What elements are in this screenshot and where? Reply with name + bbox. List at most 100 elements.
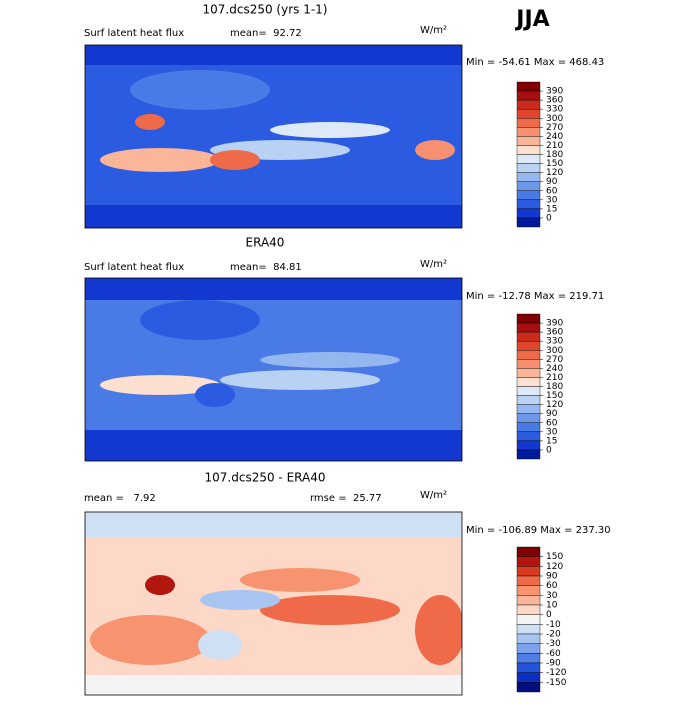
colorbar-label: 90 — [546, 572, 558, 582]
colorbar-box — [516, 556, 541, 567]
colorbar-label: 30 — [546, 591, 558, 601]
colorbar-box — [516, 154, 541, 164]
colorbar-label: 10 — [546, 601, 558, 611]
colorbar-box — [516, 377, 541, 387]
colorbar-box — [516, 614, 541, 625]
colorbar-label: 15 — [546, 204, 557, 214]
colorbar-box — [516, 440, 541, 451]
colorbar-box — [516, 81, 541, 92]
colorbar-label: -10 — [546, 620, 561, 630]
colorbar-label: 210 — [546, 373, 563, 383]
map-panel-3 — [85, 512, 462, 695]
colorbar-label: -20 — [546, 630, 561, 640]
colorbar-box — [516, 395, 541, 405]
mean-stat: mean = 7.92 — [84, 493, 156, 504]
colorbar-label: -30 — [546, 639, 561, 649]
colorbar-box — [516, 449, 541, 460]
colorbar-box — [516, 546, 541, 557]
colorbar-label: 150 — [546, 391, 563, 401]
colorbar-label: 330 — [546, 105, 563, 115]
colorbar-box — [516, 575, 541, 586]
colorbar-box — [516, 340, 541, 351]
colorbar-box — [516, 643, 541, 654]
colorbar-box — [516, 359, 541, 369]
mean-stat: mean= 84.81 — [230, 262, 302, 273]
units: W/m² — [420, 490, 447, 501]
colorbar-box — [516, 604, 541, 615]
colorbar-label: 0 — [546, 213, 552, 223]
panel-title: ERA40 — [246, 236, 285, 250]
colorbar-box — [516, 595, 541, 606]
colorbar-label: 60 — [546, 418, 558, 428]
colorbar-label: 180 — [546, 150, 563, 160]
units: W/m² — [420, 259, 447, 270]
colorbar-box — [516, 190, 541, 201]
colorbar-label: 120 — [546, 562, 563, 572]
panel-title: 107.dcs250 (yrs 1-1) — [203, 3, 328, 17]
rmse-stat: rmse = 25.77 — [310, 493, 382, 504]
colorbar-box — [516, 386, 541, 396]
colorbar-label: 0 — [546, 445, 552, 455]
colorbar-label: 60 — [546, 186, 558, 196]
mean-stat: mean= 92.72 — [230, 28, 302, 39]
min-max: Min = -12.78 Max = 219.71 — [466, 291, 604, 302]
colorbar-box — [516, 672, 541, 683]
frames — [84, 44, 463, 696]
colorbar-box — [516, 413, 541, 423]
colorbar-label: 300 — [546, 346, 563, 356]
colorbar-label: 150 — [546, 159, 563, 169]
colorbar-label: 120 — [546, 168, 563, 178]
colorbar-label: 90 — [546, 409, 558, 419]
colorbar-box — [516, 172, 541, 182]
colorbar-box — [516, 662, 541, 673]
colorbar-label: -120 — [546, 668, 567, 678]
colorbar-label: 390 — [546, 87, 563, 97]
colorbar-label: 0 — [546, 610, 552, 620]
colorbar-box — [516, 145, 541, 155]
panel-subtitle: Surf latent heat flux — [84, 28, 184, 39]
colorbar-box — [516, 322, 541, 333]
colorbar-box — [516, 431, 541, 442]
colorbar-label: 30 — [546, 195, 558, 205]
colorbar-box — [516, 127, 541, 137]
min-max: Min = -54.61 Max = 468.43 — [466, 57, 604, 68]
colorbar-label: 180 — [546, 382, 563, 392]
colorbar-box — [516, 633, 541, 644]
colorbar-box — [516, 136, 541, 146]
colorbar-box — [516, 118, 541, 128]
colorbar-label: 30 — [546, 427, 558, 437]
colorbar-label: 15 — [546, 436, 557, 446]
colorbar-box — [516, 624, 541, 635]
colorbar-box — [516, 181, 541, 191]
colorbar-box — [516, 199, 541, 210]
colorbar-label: 240 — [546, 364, 563, 374]
panel-subtitle: Surf latent heat flux — [84, 262, 184, 273]
colorbar-box — [516, 331, 541, 342]
colorbar-label: -90 — [546, 659, 561, 669]
colorbar-box — [516, 163, 541, 173]
colorbar-label: 60 — [546, 581, 558, 591]
map-panel-1 — [85, 45, 462, 228]
min-max: Min = -106.89 Max = 237.30 — [466, 525, 611, 536]
colorbar-label: 330 — [546, 337, 563, 347]
colorbar-box — [516, 208, 541, 219]
colorbar-box — [516, 653, 541, 664]
colorbar-label: 390 — [546, 319, 563, 329]
colorbar-box — [516, 90, 541, 101]
colorbar-label: 90 — [546, 177, 558, 187]
colorbar-label: 270 — [546, 123, 563, 133]
colorbar-label: -150 — [546, 678, 567, 688]
panel-title: 107.dcs250 - ERA40 — [205, 471, 326, 485]
colorbar-box — [516, 108, 541, 119]
units: W/m² — [420, 25, 447, 36]
colorbar-box — [516, 422, 541, 433]
colorbar-box — [516, 368, 541, 378]
map-panel-2 — [85, 278, 462, 461]
colorbar-label: 210 — [546, 141, 563, 151]
colorbar-label: 300 — [546, 114, 563, 124]
colorbar-box — [516, 313, 541, 324]
colorbar-box — [516, 566, 541, 577]
colorbar-box — [516, 404, 541, 414]
colorbar-box — [516, 350, 541, 360]
